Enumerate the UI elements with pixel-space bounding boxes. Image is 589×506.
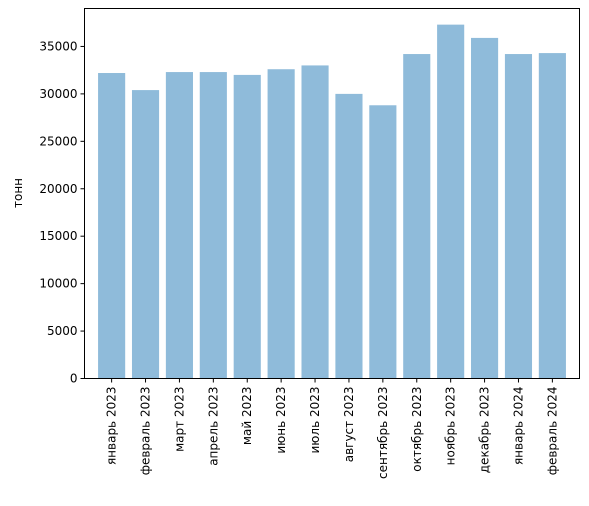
bar-6: [267, 69, 295, 379]
y-tick-label: 30000: [39, 87, 77, 101]
y-tick-label: 35000: [39, 39, 77, 53]
y-axis-label: тонн: [11, 178, 25, 208]
x-tick-label: март 2023: [172, 387, 186, 452]
bar-4: [199, 72, 227, 379]
bar-12: [471, 37, 499, 379]
x-tick-label: апрель 2023: [206, 387, 220, 466]
x-tick-label: январь 2024: [511, 387, 525, 466]
x-tick-label: сентябрь 2023: [376, 387, 390, 479]
y-tick-label: 0: [70, 372, 78, 386]
y-tick-label: 10000: [39, 277, 77, 291]
plot-frame: [84, 8, 580, 379]
y-tick-label: 25000: [39, 134, 77, 148]
x-tick-label: июнь 2023: [274, 387, 288, 454]
x-axis-ticks: январь 2023 февраль 2023 март 2023 апрель 2…: [105, 378, 559, 479]
bar-11: [437, 24, 465, 379]
bar-3: [165, 72, 193, 379]
x-tick-label: июль 2023: [308, 387, 322, 454]
y-axis-ticks: 0 5000 10000 15000 20000 25000 30000 35000: [39, 39, 85, 386]
x-tick-label: май 2023: [240, 387, 254, 446]
bar-13: [504, 54, 533, 379]
bar-9: [369, 105, 397, 379]
x-tick-label: февраль 2023: [139, 387, 153, 476]
x-tick-label: февраль 2024: [545, 387, 559, 476]
bar-10: [403, 54, 431, 379]
bar-2: [131, 90, 160, 379]
x-tick-label: декабрь 2023: [478, 387, 492, 474]
x-tick-label: январь 2023: [105, 387, 119, 466]
bars-group: [98, 24, 566, 379]
y-tick-label: 15000: [39, 229, 77, 243]
bar-1: [98, 73, 126, 379]
bar-7: [301, 65, 329, 379]
x-tick-label: ноябрь 2023: [444, 387, 458, 466]
x-tick-label: октябрь 2023: [410, 387, 424, 472]
x-tick-label: август 2023: [342, 387, 356, 463]
bar-5: [233, 74, 261, 379]
y-tick-label: 20000: [39, 182, 77, 196]
bar-8: [335, 93, 363, 379]
y-tick-label: 5000: [47, 324, 78, 338]
bar-14: [538, 53, 566, 379]
